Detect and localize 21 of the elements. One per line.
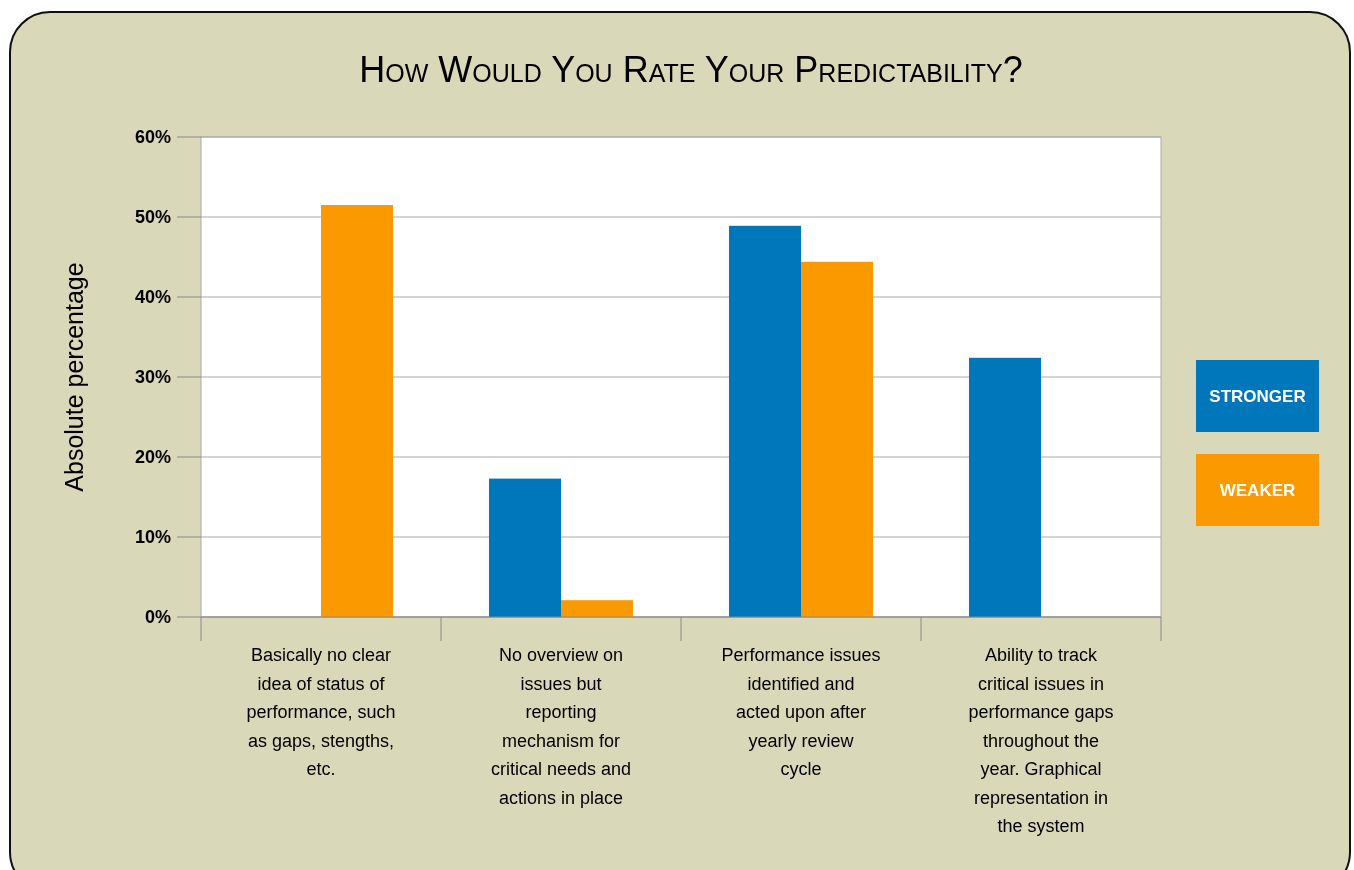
y-tick-label: 40% — [134, 287, 171, 307]
bar — [321, 205, 393, 617]
bar — [969, 357, 1041, 617]
text: WEAKER — [1219, 481, 1296, 500]
x-tick-label: No overview on issues but reporting mechanism for critical needs and actions in place — [490, 645, 632, 808]
x-tick-label: Basically no clear idea of status of performance, such as gaps, stengths, etc. — [246, 645, 396, 779]
bar — [489, 478, 561, 617]
x-tick-label: Ability to track critical issues in performance gaps throughout the year. Graphical representation in the system — [968, 645, 1114, 836]
y-tick-label: 30% — [134, 367, 171, 387]
y-tick-label: 50% — [134, 207, 171, 227]
y-tick-label: 20% — [134, 447, 171, 467]
y-tick-label: 10% — [134, 527, 171, 547]
y-axis-title: Absolute percentage — [60, 262, 88, 492]
x-tick-label: Performance issues identified and acted upon after yearly review cycle — [721, 645, 881, 779]
y-tick-label: 60% — [134, 127, 171, 147]
y-tick-label: 0% — [144, 607, 171, 627]
bar — [561, 600, 633, 617]
bar — [801, 261, 873, 617]
text: STRONGER — [1209, 387, 1306, 406]
chart-title: How Would You Rate Your Predictability? — [359, 49, 1023, 90]
bar — [729, 225, 801, 617]
